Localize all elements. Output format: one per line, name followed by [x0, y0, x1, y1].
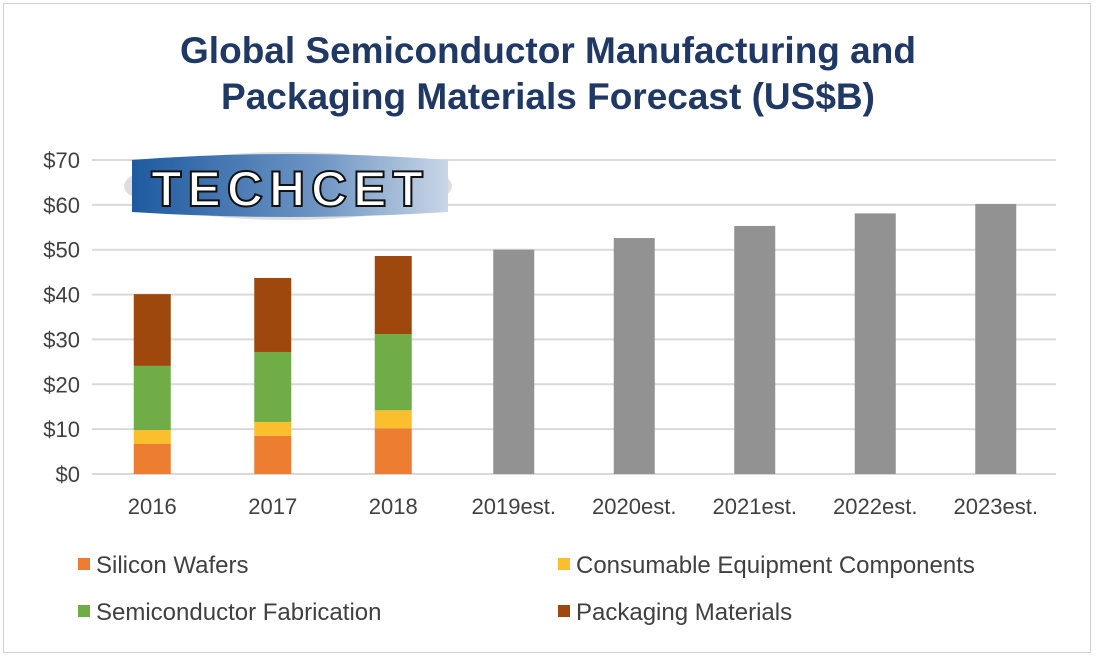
- legend-label: Packaging Materials: [576, 599, 792, 626]
- estimate-bar: [975, 203, 1017, 474]
- legend-swatch: [78, 605, 90, 617]
- x-tick-label: 2017: [248, 494, 297, 519]
- y-tick-label: $20: [43, 372, 80, 397]
- bar-segment: [133, 365, 171, 431]
- techcet-logo: TECHCET: [124, 152, 452, 220]
- legend-label: Silicon Wafers: [96, 552, 248, 579]
- x-tick-label: 2023est.: [954, 494, 1038, 519]
- y-tick-label: $70: [43, 148, 80, 173]
- svg-text:TECHCET: TECHCET: [151, 161, 429, 217]
- y-tick-label: $40: [43, 283, 80, 308]
- legend-swatch: [558, 605, 570, 617]
- bar-segment: [133, 430, 171, 444]
- x-tick-label: 2016: [128, 494, 177, 519]
- bar-segment: [254, 277, 292, 352]
- bar-segment: [254, 421, 292, 436]
- y-tick-label: $0: [56, 462, 80, 487]
- chart-title: Global Semiconductor Manufacturing and P…: [0, 28, 1096, 120]
- legend-label: Semiconductor Fabrication: [96, 599, 381, 626]
- bar-segment: [133, 443, 171, 474]
- bar-segment: [374, 255, 412, 335]
- bar-segment: [374, 428, 412, 474]
- legend-swatch: [78, 558, 90, 570]
- legend-swatch: [558, 558, 570, 570]
- estimate-bar: [734, 225, 776, 474]
- title-line-1: Global Semiconductor Manufacturing and: [180, 30, 916, 71]
- x-tick-label: 2022est.: [833, 494, 917, 519]
- bar-segment: [133, 294, 171, 366]
- x-tick-label: 2018: [369, 494, 418, 519]
- x-tick-label: 2019est.: [472, 494, 556, 519]
- bar-segment: [374, 334, 412, 411]
- legend-label: Consumable Equipment Components: [576, 552, 975, 579]
- bar-segment: [254, 351, 292, 422]
- estimate-bar: [493, 249, 535, 474]
- title-line-2: Packaging Materials Forecast (US$B): [221, 76, 875, 117]
- bar-segment: [254, 435, 292, 474]
- y-tick-label: $50: [43, 238, 80, 263]
- x-tick-label: 2020est.: [592, 494, 676, 519]
- estimate-bar: [854, 213, 896, 474]
- x-tick-label: 2021est.: [713, 494, 797, 519]
- y-tick-label: $30: [43, 327, 80, 352]
- estimate-bar: [613, 238, 655, 474]
- chart-frame: [3, 3, 1091, 653]
- bar-segment: [374, 410, 412, 429]
- y-tick-label: $10: [43, 417, 80, 442]
- y-tick-label: $60: [43, 193, 80, 218]
